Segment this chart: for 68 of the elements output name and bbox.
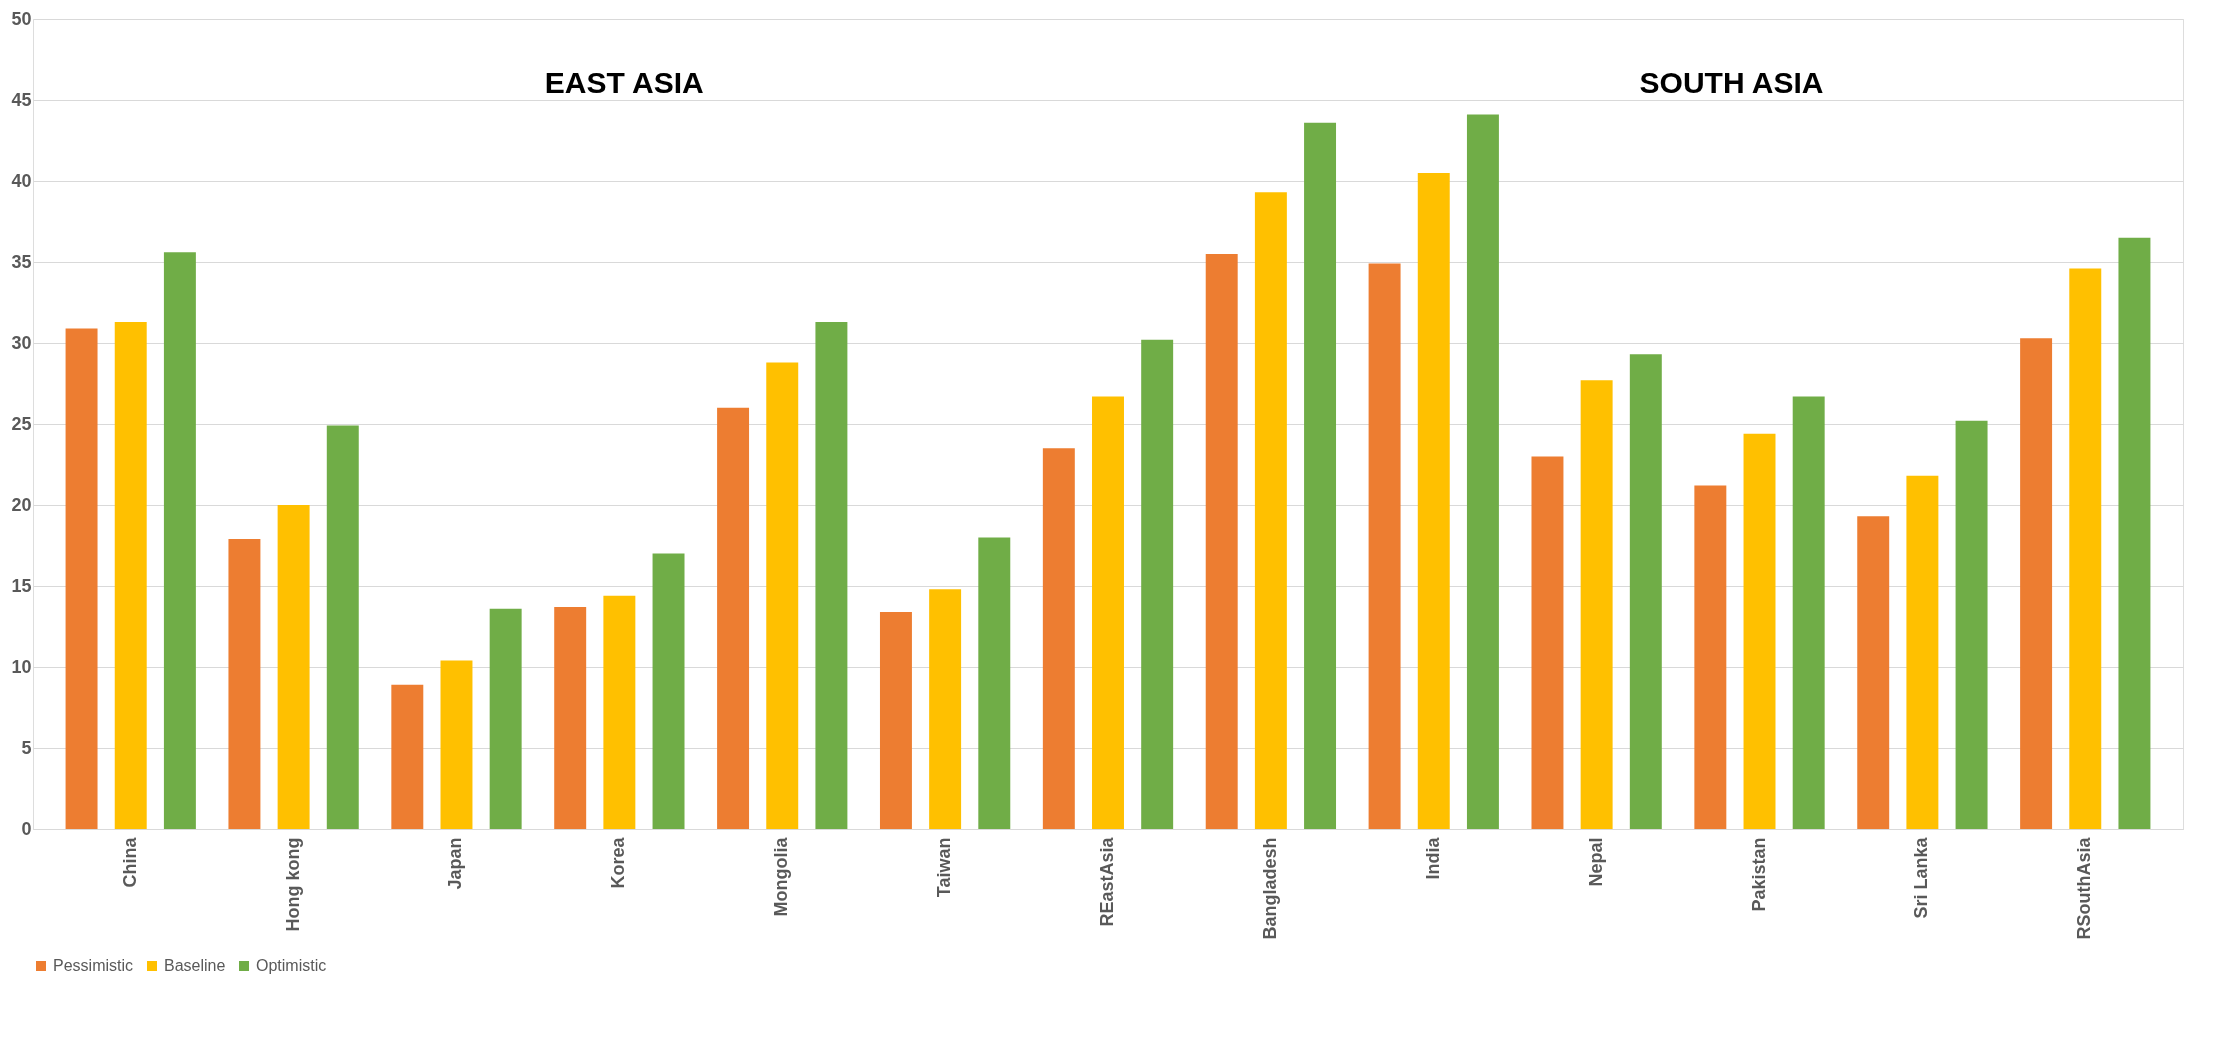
bar bbox=[717, 407, 750, 829]
y-tick-label: 45 bbox=[11, 89, 32, 110]
bar bbox=[277, 505, 310, 829]
x-tick-label: China bbox=[119, 836, 140, 888]
bar bbox=[1368, 263, 1401, 829]
bar bbox=[2069, 268, 2102, 829]
bar bbox=[1694, 485, 1727, 829]
y-tick-label: 35 bbox=[11, 251, 32, 272]
x-tick-label: India bbox=[1422, 836, 1443, 880]
x-tick-label: Mongolia bbox=[771, 836, 792, 917]
legend-label: Pessimistic bbox=[53, 957, 134, 974]
x-tick-label: REastAsia bbox=[1097, 836, 1117, 927]
annotation: EAST ASIA bbox=[544, 66, 704, 99]
bar bbox=[1906, 475, 1939, 829]
y-tick-label: 25 bbox=[11, 413, 32, 434]
bar bbox=[1254, 192, 1287, 829]
bar bbox=[1955, 420, 1988, 829]
bar bbox=[603, 595, 636, 829]
bar bbox=[2020, 338, 2053, 829]
x-tick-label: Hong kong bbox=[282, 837, 303, 932]
bar bbox=[1417, 172, 1450, 829]
legend-label: Baseline bbox=[164, 957, 226, 974]
bar bbox=[1205, 253, 1238, 829]
bar bbox=[652, 553, 685, 829]
bar bbox=[489, 608, 522, 829]
y-tick-label: 30 bbox=[11, 332, 32, 353]
bar bbox=[1792, 396, 1825, 829]
y-tick-label: 0 bbox=[21, 818, 32, 839]
bar bbox=[440, 660, 473, 829]
legend-label: Optimistic bbox=[256, 957, 327, 974]
x-tick-label: Japan bbox=[445, 837, 466, 890]
y-tick-label: 20 bbox=[11, 494, 32, 515]
bar bbox=[766, 362, 799, 829]
bar bbox=[554, 607, 587, 829]
bar bbox=[815, 321, 848, 829]
y-tick-label: 40 bbox=[11, 170, 32, 191]
x-tick-label: Sri Lanka bbox=[1911, 836, 1932, 919]
bar bbox=[1466, 114, 1499, 829]
x-tick-label: Taiwan bbox=[934, 837, 955, 898]
y-tick-label: 5 bbox=[21, 737, 32, 758]
annotation: SOUTH ASIA bbox=[1639, 66, 1824, 99]
x-tick-label: Korea bbox=[608, 836, 629, 889]
y-tick-label: 50 bbox=[11, 8, 32, 29]
bar bbox=[879, 611, 912, 829]
y-tick-label: 15 bbox=[11, 575, 32, 596]
bar bbox=[1042, 448, 1075, 829]
bar bbox=[1857, 516, 1890, 829]
bar bbox=[2118, 237, 2151, 829]
bar bbox=[1531, 456, 1564, 829]
x-tick-label: Nepal bbox=[1585, 837, 1606, 887]
bar bbox=[163, 252, 196, 829]
x-tick-label: RSouthAsia bbox=[2074, 836, 2095, 940]
bar bbox=[1141, 339, 1174, 829]
y-tick-label: 10 bbox=[11, 656, 32, 677]
bar bbox=[1629, 354, 1662, 829]
bar bbox=[1304, 122, 1337, 829]
bar bbox=[929, 589, 962, 829]
bar bbox=[326, 425, 359, 829]
x-tick-label: Pakistan bbox=[1748, 837, 1769, 912]
bar bbox=[114, 321, 147, 829]
bar bbox=[1092, 396, 1124, 829]
bar bbox=[978, 537, 1011, 829]
x-tick-label: Bangladesh bbox=[1259, 837, 1280, 940]
bar bbox=[1580, 380, 1613, 829]
bar bbox=[1743, 433, 1776, 829]
bar bbox=[65, 328, 98, 829]
bar bbox=[228, 539, 261, 829]
bar bbox=[391, 684, 424, 829]
